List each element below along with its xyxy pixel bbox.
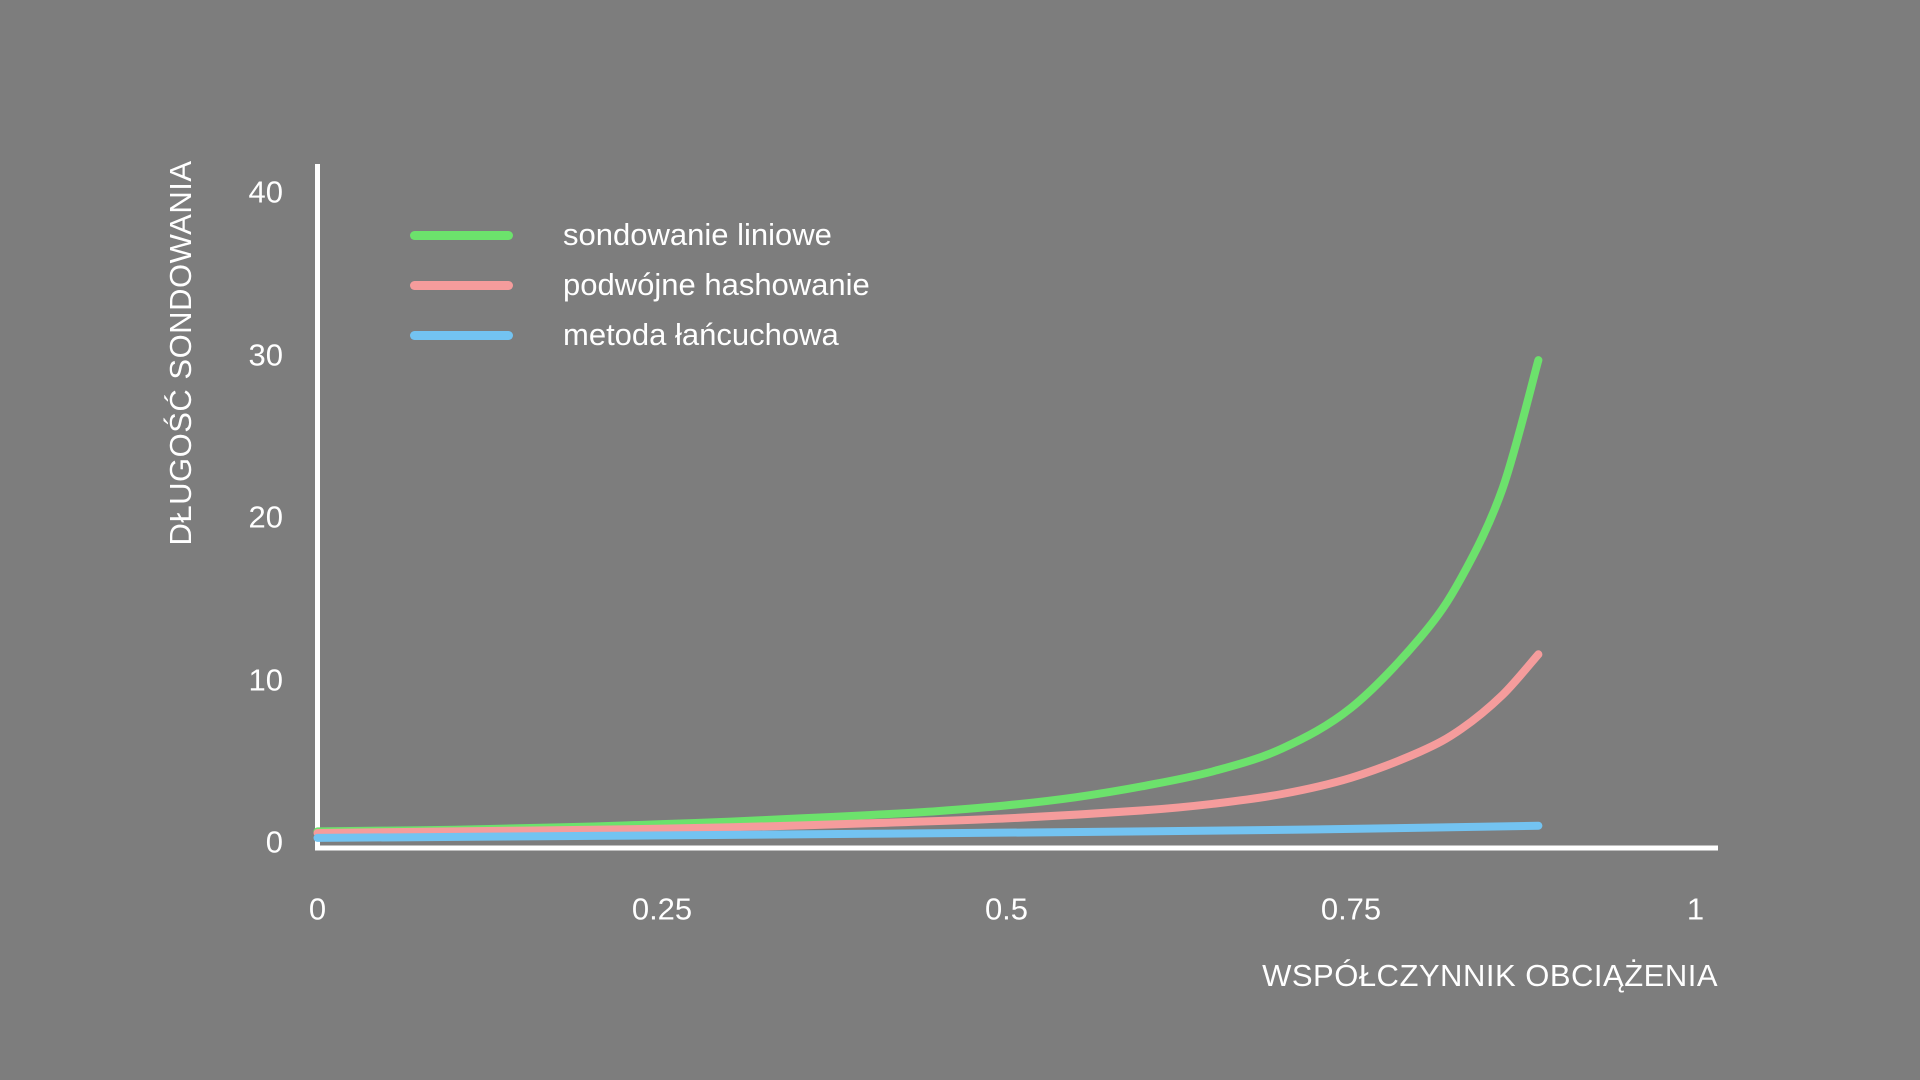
y-tick-label: 20: [248, 499, 283, 535]
legend-swatch: [410, 230, 513, 240]
y-tick-label: 0: [265, 824, 283, 860]
series-line-3: [313, 821, 1543, 842]
series-line-1: [313, 356, 1543, 836]
legend-swatch: [410, 330, 513, 340]
x-axis-title: WSPÓŁCZYNNIK OBCIĄŻENIA: [1262, 958, 1718, 993]
series-curves: [313, 356, 1543, 842]
x-tick-label: 0.25: [631, 891, 693, 927]
legend-label: metoda łańcuchowa: [563, 317, 839, 352]
legend-item: metoda łańcuchowa: [410, 310, 870, 360]
legend-label: podwójne hashowanie: [563, 267, 870, 302]
series-line-2: [313, 650, 1543, 837]
legend-item: podwójne hashowanie: [410, 260, 870, 310]
y-axis-title: DŁUGOŚĆ SONDOWANIA: [163, 160, 198, 546]
legend-item: sondowanie liniowe: [410, 210, 870, 260]
x-tick-label: 0.5: [984, 891, 1029, 927]
x-tick-label: 0: [308, 891, 327, 927]
legend-swatch: [410, 280, 513, 290]
axes-lines: [315, 164, 1718, 851]
legend-label: sondowanie liniowe: [563, 217, 832, 252]
x-tick-label: 1: [1686, 891, 1705, 927]
x-tick-label: 0.75: [1320, 891, 1382, 927]
y-tick-label: 40: [248, 174, 283, 210]
legend: sondowanie liniowe podwójne hashowanie met…: [410, 210, 870, 360]
y-tick-label: 30: [248, 337, 283, 372]
y-tick-label: 10: [248, 662, 283, 697]
